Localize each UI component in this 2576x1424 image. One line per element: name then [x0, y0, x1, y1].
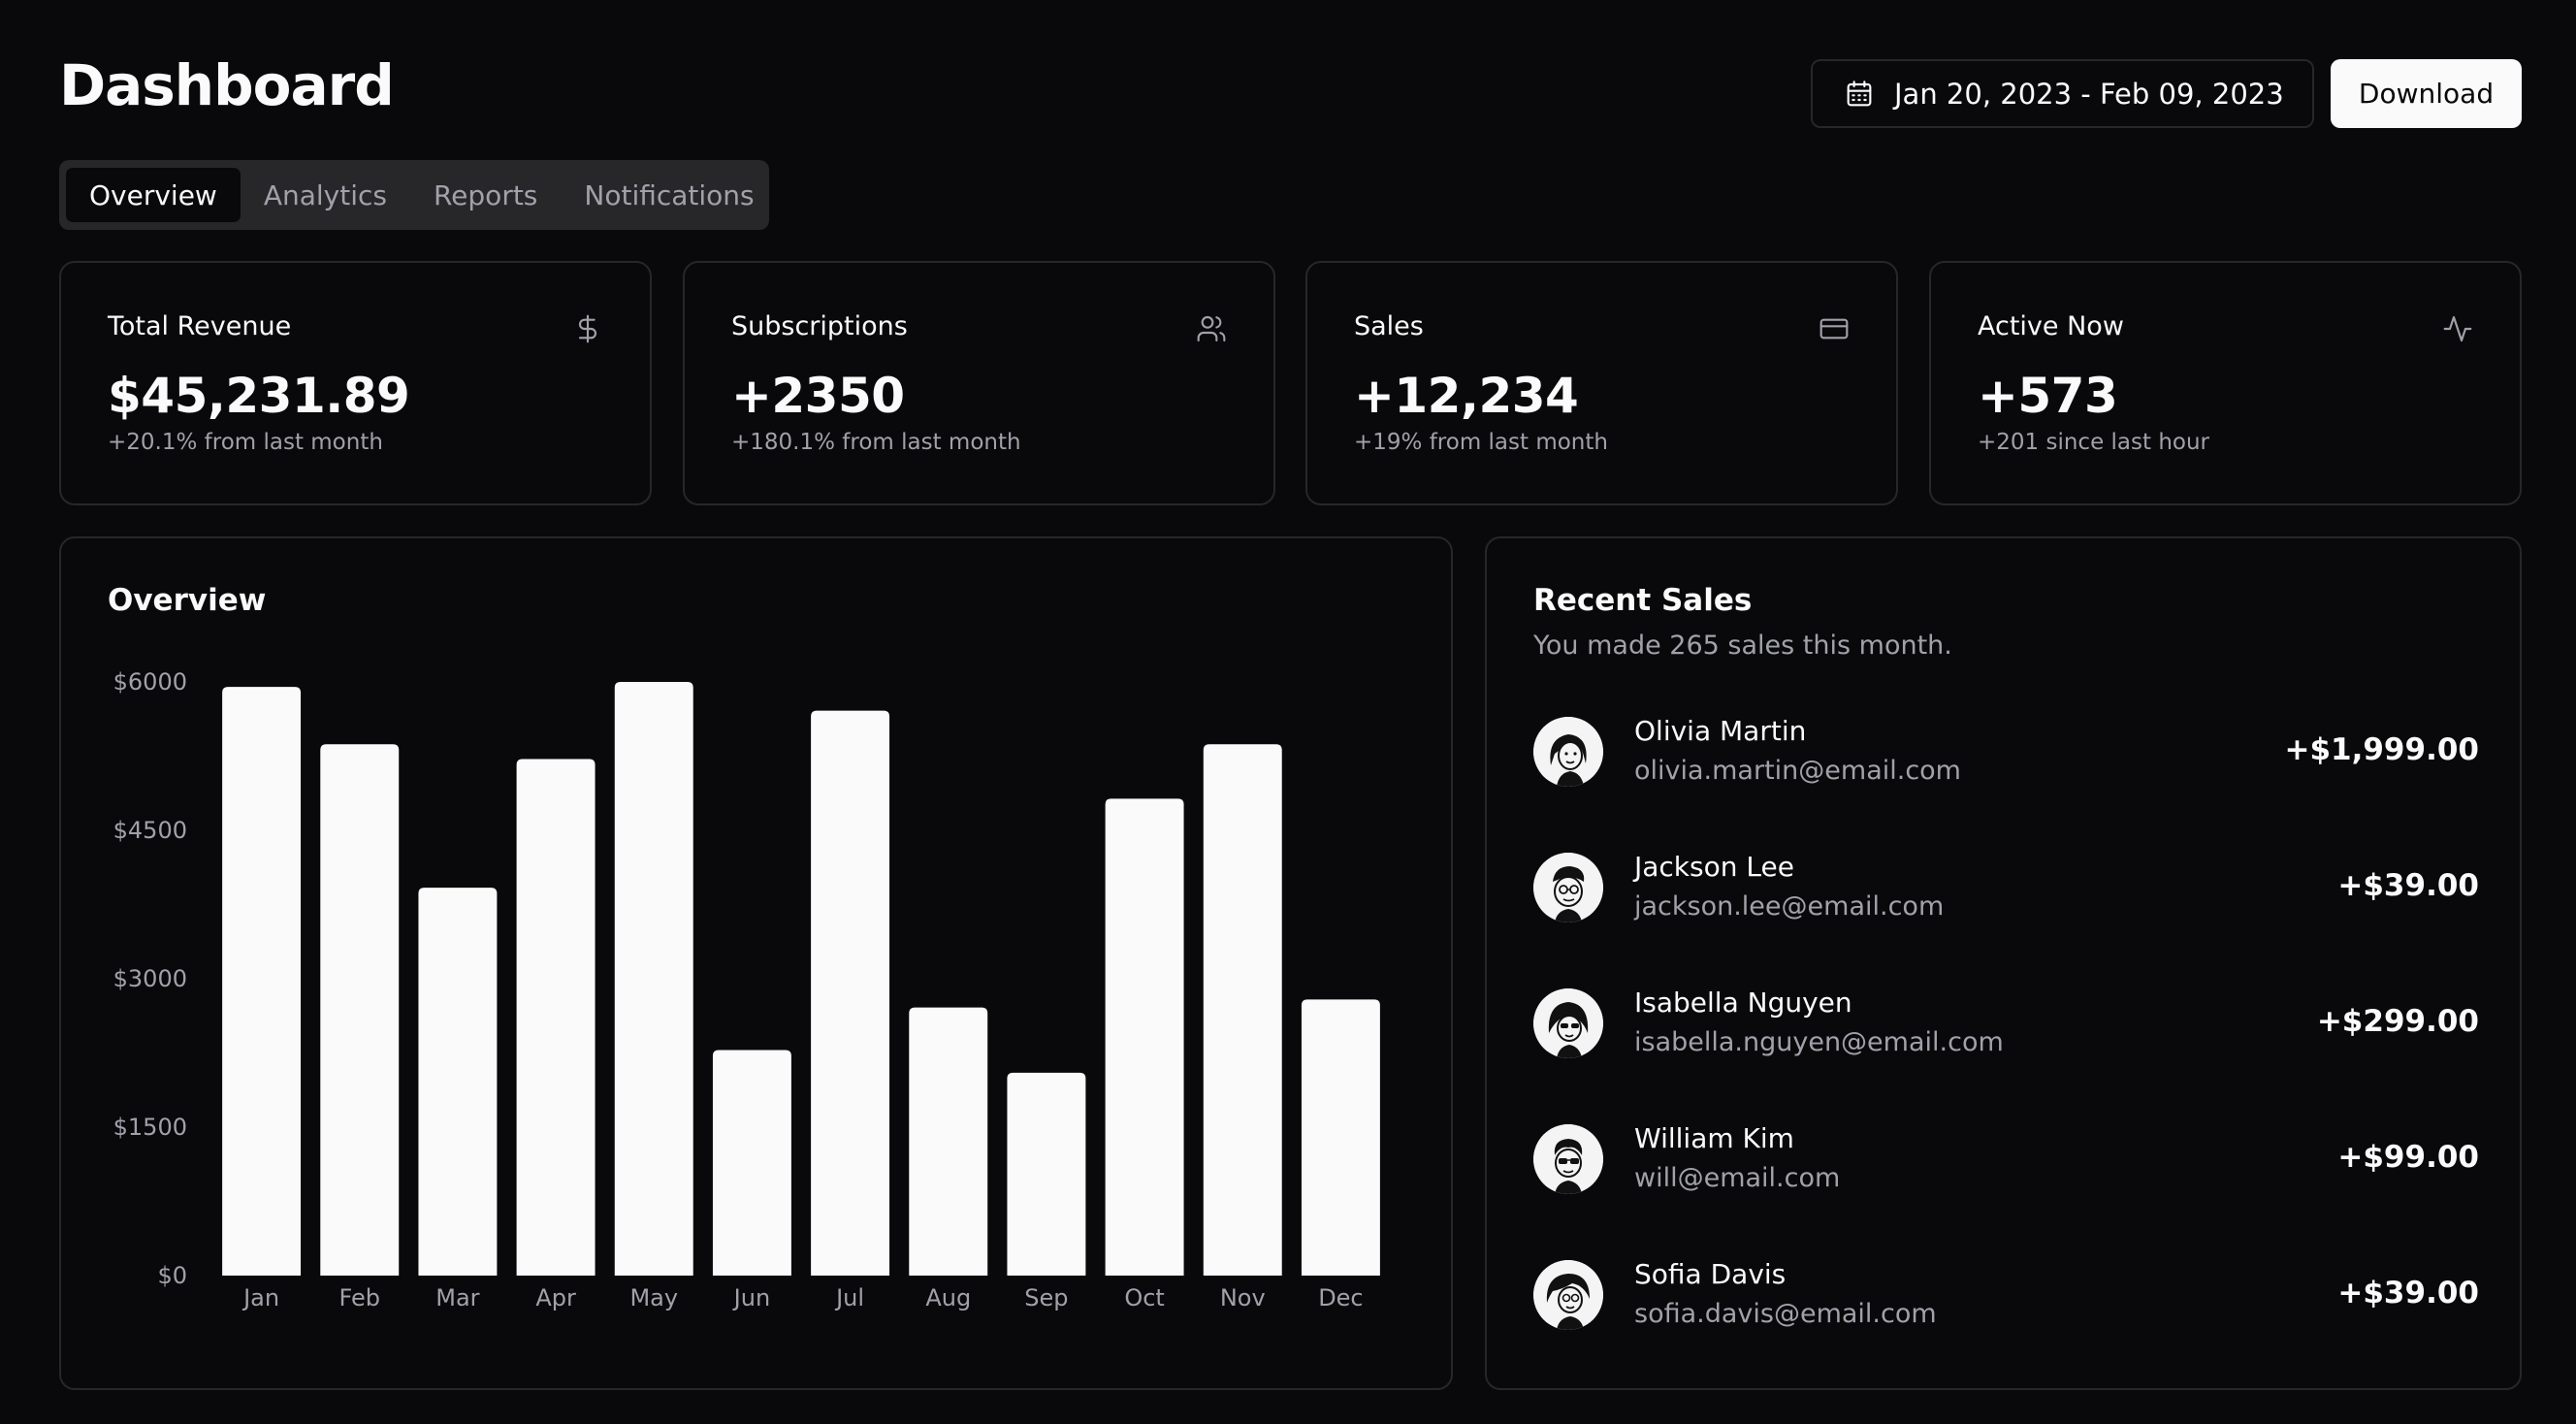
- y-tick-label: $3000: [113, 965, 187, 992]
- bar-may[interactable]: [614, 682, 693, 1276]
- y-tick-label: $6000: [113, 668, 187, 696]
- customer-email: sofia.davis@email.com: [1634, 1299, 1937, 1329]
- stat-card-active-now: Active Now +573 +201 since last hour: [1929, 261, 2522, 505]
- stat-card-total-revenue: Total Revenue $45,231.89 +20.1% from las…: [59, 261, 652, 505]
- y-tick-label: $4500: [113, 817, 187, 844]
- bar-jul[interactable]: [811, 710, 890, 1276]
- avatar-sofia-icon: [1533, 1260, 1603, 1330]
- avatar-isabella-icon: [1533, 988, 1603, 1058]
- sale-row: William Kim will@email.com +$99.00: [1533, 1120, 2479, 1198]
- sale-amount: +$299.00: [2316, 1004, 2479, 1039]
- tab-analytics[interactable]: Analytics: [263, 178, 387, 211]
- avatar-william-icon: [1533, 1124, 1603, 1194]
- x-tick-label: Jan: [242, 1284, 279, 1311]
- x-tick-label: Oct: [1124, 1284, 1165, 1311]
- sale-row: Isabella Nguyen isabella.nguyen@email.co…: [1533, 985, 2479, 1062]
- calendar-icon: [1847, 80, 1872, 106]
- y-tick-label: $0: [157, 1262, 187, 1289]
- x-tick-label: Feb: [339, 1284, 381, 1311]
- x-tick-label: Sep: [1024, 1284, 1068, 1311]
- stat-value: +573: [1978, 368, 2118, 424]
- bar-aug[interactable]: [909, 1007, 988, 1276]
- customer-name: Sofia Davis: [1634, 1258, 1787, 1290]
- x-tick-label: Jul: [834, 1284, 864, 1311]
- bar-feb[interactable]: [320, 744, 400, 1276]
- x-tick-label: Jun: [732, 1284, 771, 1311]
- customer-email: will@email.com: [1634, 1163, 1841, 1193]
- avatar: [1533, 1260, 1603, 1330]
- x-tick-label: Mar: [435, 1284, 479, 1311]
- recent-sales-title: Recent Sales: [1533, 583, 1753, 618]
- sale-row: Olivia Martin olivia.martin@email.com +$…: [1533, 713, 2479, 791]
- activity-icon: [2443, 315, 2472, 342]
- y-tick-label: $1500: [113, 1114, 187, 1141]
- overview-bar-chart: $0 $1500 $3000 $4500 $6000 Jan Feb Mar Apr May Jun…: [113, 668, 1380, 1311]
- stat-label: Active Now: [1978, 311, 2124, 341]
- overview-card: Overview $0 $1500 $3000 $4500 $6000 Jan Feb Mar…: [59, 536, 1453, 1390]
- stat-card-subscriptions: Subscriptions +2350 +180.1% from last mo…: [683, 261, 1275, 505]
- x-tick-label: Aug: [925, 1284, 971, 1311]
- x-tick-label: Apr: [535, 1284, 576, 1311]
- x-tick-label: May: [629, 1284, 678, 1311]
- avatar: [1533, 717, 1603, 787]
- stat-change: +201 since last hour: [1978, 430, 2210, 455]
- users-icon: [1197, 315, 1226, 342]
- customer-name: Isabella Nguyen: [1634, 987, 1852, 1019]
- avatar-olivia-icon: [1533, 717, 1603, 787]
- sale-amount: +$1,999.00: [2284, 732, 2479, 767]
- avatar: [1533, 853, 1603, 922]
- bar-dec[interactable]: [1301, 999, 1380, 1276]
- overview-title: Overview: [108, 583, 267, 618]
- avatar: [1533, 988, 1603, 1058]
- tab-list: Overview Analytics Reports Notifications: [59, 160, 769, 230]
- sale-row: Sofia Davis sofia.davis@email.com +$39.0…: [1533, 1256, 2479, 1334]
- tab-overview[interactable]: Overview: [66, 168, 241, 222]
- sale-row: Jackson Lee jackson.lee@email.com +$39.0…: [1533, 849, 2479, 926]
- bar-nov[interactable]: [1203, 744, 1282, 1276]
- tab-reports[interactable]: Reports: [433, 178, 538, 211]
- tab-notifications[interactable]: Notifications: [584, 178, 755, 211]
- date-range-picker[interactable]: Jan 20, 2023 - Feb 09, 2023: [1811, 59, 2314, 128]
- credit-card-icon: [1819, 318, 1849, 340]
- bar-sep[interactable]: [1007, 1072, 1086, 1276]
- bar-oct[interactable]: [1105, 798, 1184, 1276]
- stat-change: +180.1% from last month: [731, 430, 1021, 455]
- stat-value: $45,231.89: [108, 368, 410, 424]
- stat-change: +19% from last month: [1354, 430, 1608, 455]
- dollar-icon: [578, 314, 596, 343]
- download-button[interactable]: Download: [2331, 59, 2522, 128]
- stat-label: Total Revenue: [108, 311, 292, 341]
- x-tick-label: Dec: [1318, 1284, 1363, 1311]
- bar-jan[interactable]: [222, 687, 302, 1276]
- bar-apr[interactable]: [516, 759, 596, 1276]
- customer-email: olivia.martin@email.com: [1634, 756, 1961, 786]
- customer-name: Olivia Martin: [1634, 715, 1807, 747]
- recent-sales-card: Recent Sales You made 265 sales this mon…: [1485, 536, 2522, 1390]
- stat-value: +2350: [731, 368, 905, 424]
- customer-name: William Kim: [1634, 1122, 1794, 1154]
- bar-jun[interactable]: [712, 1050, 791, 1276]
- sale-amount: +$39.00: [2337, 868, 2479, 903]
- stat-value: +12,234: [1354, 368, 1579, 424]
- bar-mar[interactable]: [418, 888, 498, 1276]
- avatar: [1533, 1124, 1603, 1194]
- stat-label: Subscriptions: [731, 311, 908, 341]
- x-tick-label: Nov: [1220, 1284, 1266, 1311]
- date-range-label: Jan 20, 2023 - Feb 09, 2023: [1894, 77, 2284, 111]
- avatar-jackson-icon: [1533, 853, 1603, 922]
- sale-amount: +$99.00: [2337, 1140, 2479, 1175]
- stat-change: +20.1% from last month: [108, 430, 383, 455]
- customer-email: isabella.nguyen@email.com: [1634, 1027, 2004, 1057]
- stat-label: Sales: [1354, 311, 1424, 341]
- sale-amount: +$39.00: [2337, 1276, 2479, 1311]
- stat-card-sales: Sales +12,234 +19% from last month: [1305, 261, 1898, 505]
- page-title: Dashboard: [59, 52, 395, 118]
- customer-email: jackson.lee@email.com: [1634, 891, 1945, 922]
- customer-name: Jackson Lee: [1634, 851, 1794, 883]
- recent-sales-description: You made 265 sales this month.: [1533, 631, 1952, 661]
